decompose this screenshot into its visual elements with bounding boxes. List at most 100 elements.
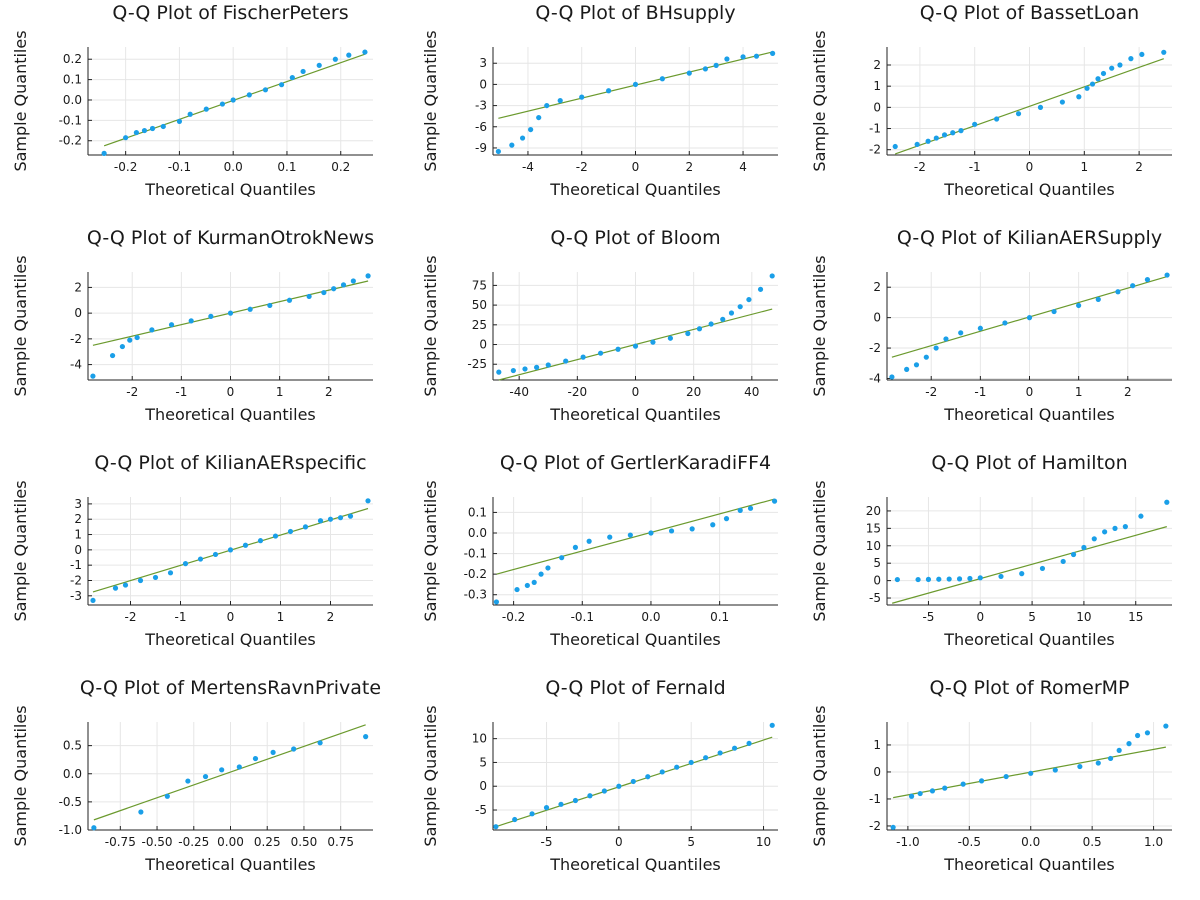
- qq-point: [152, 574, 159, 581]
- qq-point: [1091, 536, 1097, 542]
- qq-point: [91, 825, 97, 831]
- qq-point: [496, 369, 502, 375]
- x-tick-label: -2: [576, 160, 588, 174]
- qq-point: [645, 774, 651, 780]
- qq-point: [958, 330, 964, 336]
- qq-point: [363, 734, 369, 740]
- y-tick-label: -0.5: [59, 795, 82, 809]
- qq-point: [203, 106, 209, 112]
- qq-point: [289, 74, 295, 81]
- qq-point: [272, 533, 279, 539]
- qq-point: [1117, 62, 1123, 68]
- qq-point: [1144, 730, 1151, 736]
- y-tick-label: 2: [74, 512, 82, 526]
- qq-panel-9: -5 0 5 10 15 -5 0 5 10 15 20 Q-Q Plot of Hamilton Th…: [810, 452, 1172, 649]
- qq-point: [933, 135, 939, 141]
- y-axis-label: Sample Quantiles: [11, 480, 30, 621]
- qq-point: [956, 576, 963, 582]
- y-tick-label: -0.2: [464, 567, 487, 581]
- qq-point: [512, 816, 518, 823]
- x-tick-label: -1: [974, 385, 986, 399]
- qq-point: [332, 56, 338, 62]
- qq-point: [531, 579, 537, 585]
- x-tick-label: -4: [522, 160, 534, 174]
- qq-point: [659, 769, 665, 775]
- qq-point: [606, 88, 612, 94]
- qq-point: [708, 321, 714, 327]
- qq-point: [291, 746, 297, 752]
- y-axis-label: Sample Quantiles: [11, 30, 30, 171]
- qq-point: [176, 118, 183, 124]
- reference-line: [895, 58, 1164, 155]
- qq-point: [1144, 277, 1151, 283]
- qq-point: [247, 306, 253, 312]
- qq-point: [579, 94, 585, 100]
- qq-point: [967, 575, 973, 582]
- qq-panel-4: -2 -1 0 1 2 -4 -2 0 2 Q-Q Plot of KurmanOtrokNews…: [11, 227, 374, 424]
- qq-point: [923, 354, 929, 360]
- x-tick-label: -0.2: [114, 160, 137, 174]
- qq-point: [119, 343, 125, 350]
- x-tick-label: 4: [739, 160, 747, 174]
- qq-point: [519, 135, 526, 141]
- x-tick-label: 0.0: [224, 160, 243, 174]
- y-tick-label: -1.0: [59, 823, 82, 837]
- y-tick-label: 20: [866, 504, 881, 518]
- qq-point: [724, 56, 730, 62]
- qq-point: [757, 286, 764, 292]
- y-tick-label: -5: [475, 803, 487, 817]
- y-axis-label: Sample Quantiles: [11, 255, 30, 396]
- y-tick-label: -6: [475, 120, 487, 134]
- x-tick-label: 0: [615, 835, 623, 849]
- x-tick-label: 0.2: [331, 160, 350, 174]
- x-tick-label: 0.1: [710, 610, 729, 624]
- x-tick-label: 2: [685, 160, 693, 174]
- qq-point: [187, 111, 193, 117]
- qq-panel-11: -5 0 5 10 -5 0 5 10 Q-Q Plot of Fernald Theoretic…: [421, 677, 778, 874]
- qq-point: [1076, 94, 1082, 100]
- qq-point: [545, 565, 551, 571]
- y-tick-label: 0.5: [63, 739, 82, 753]
- qq-point: [890, 824, 896, 830]
- x-axis-label: Theoretical Quantiles: [943, 405, 1115, 424]
- qq-point: [365, 498, 371, 504]
- x-tick-label: -2: [125, 610, 137, 624]
- reference-line: [496, 498, 775, 575]
- qq-point: [212, 551, 219, 558]
- qq-point: [149, 327, 155, 333]
- x-tick-label: -0.2: [502, 610, 525, 624]
- qq-point: [362, 49, 368, 55]
- qq-point: [913, 362, 920, 368]
- panel-title: Q-Q Plot of Bloom: [550, 227, 720, 249]
- qq-point: [317, 518, 324, 524]
- y-tick-label: -4: [869, 371, 881, 385]
- qq-point: [1076, 302, 1082, 309]
- y-tick-label: 10: [866, 539, 881, 553]
- x-tick-label: -2: [914, 160, 926, 174]
- y-tick-label: 25: [472, 318, 487, 332]
- qq-point: [141, 127, 148, 134]
- qq-point: [90, 373, 96, 379]
- x-tick-label: -1: [969, 160, 981, 174]
- x-axis-label: Theoretical Quantiles: [144, 180, 316, 199]
- qq-point: [337, 515, 344, 521]
- y-tick-label: 0: [873, 765, 881, 779]
- qq-point: [972, 121, 978, 127]
- y-tick-label: -0.1: [464, 547, 487, 561]
- qq-point: [1077, 763, 1083, 770]
- qq-point: [740, 54, 746, 60]
- y-tick-label: -25: [467, 357, 487, 371]
- qq-point: [674, 764, 680, 770]
- qq-point: [1163, 723, 1169, 729]
- qq-point: [667, 335, 673, 341]
- x-axis-label: Theoretical Quantiles: [144, 855, 316, 874]
- qq-point: [915, 576, 921, 583]
- panel-title: Q-Q Plot of Hamilton: [931, 452, 1127, 474]
- x-tick-label: 0.50: [291, 835, 318, 849]
- qq-point: [164, 793, 170, 799]
- qq-point: [167, 570, 174, 576]
- x-tick-label: 0: [227, 385, 235, 399]
- y-tick-label: 75: [472, 278, 487, 292]
- panel-title: Q-Q Plot of Fernald: [545, 677, 725, 699]
- x-axis-label: Theoretical Quantiles: [549, 855, 721, 874]
